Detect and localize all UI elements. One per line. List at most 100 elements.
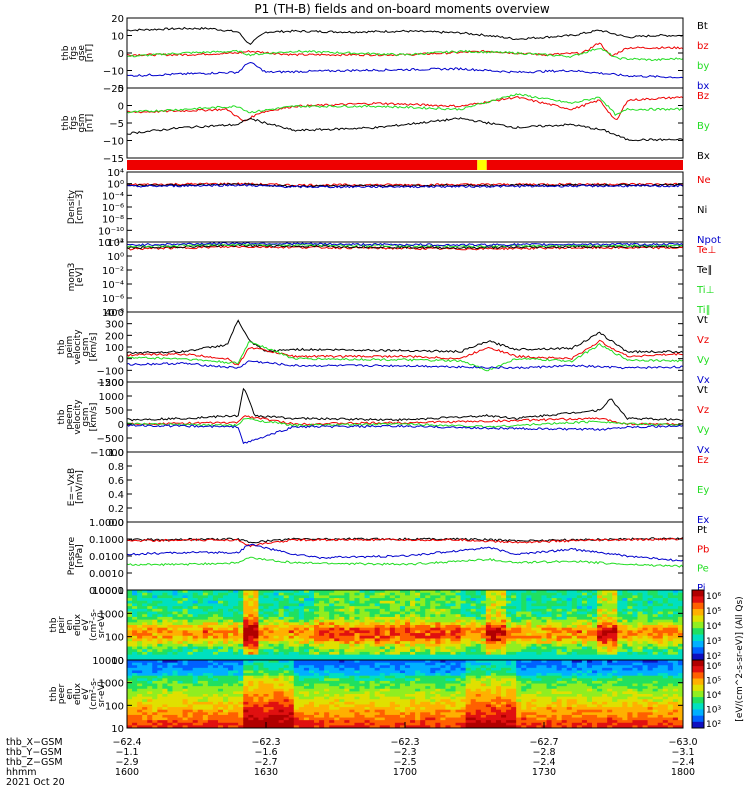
peir-spectrogram-cell: [541, 647, 546, 650]
peir-spectrogram-cell: [354, 603, 359, 606]
peir-spectrogram-cell: [137, 620, 142, 623]
peir-spectrogram-cell: [461, 606, 466, 609]
peir-spectrogram-cell: [213, 625, 218, 628]
peir-spectrogram-cell: [223, 625, 228, 628]
peir-spectrogram-cell: [435, 625, 440, 628]
peir-spectrogram-cell: [354, 614, 359, 617]
peer-spectrogram-cell: [304, 720, 309, 723]
peer-spectrogram-cell: [137, 686, 142, 689]
peer-spectrogram-cell: [279, 702, 284, 705]
peir-spectrogram-cell: [193, 601, 198, 604]
peer-spectrogram-cell: [142, 670, 147, 673]
peir-spectrogram-cell: [658, 630, 663, 633]
peir-spectrogram-cell: [592, 638, 597, 641]
peir-spectrogram-cell: [410, 647, 415, 650]
peer-spectrogram-cell: [395, 678, 400, 681]
peir-spectrogram-cell: [663, 620, 668, 623]
peir-spectrogram-cell: [587, 606, 592, 609]
peir-spectrogram-cell: [435, 630, 440, 633]
peir-spectrogram-cell: [567, 606, 572, 609]
peir-spectrogram-cell: [324, 625, 329, 628]
peir-spectrogram-cell: [476, 649, 481, 652]
peer-spectrogram-cell: [213, 668, 218, 671]
peir-spectrogram-cell: [304, 628, 309, 631]
fgs-gsm-frame: [127, 88, 683, 158]
peir-spectrogram-cell: [673, 620, 678, 623]
peir-spectrogram-cell: [526, 614, 531, 617]
peir-spectrogram-cell: [188, 617, 193, 620]
peer-spectrogram-cell: [380, 691, 385, 694]
peer-spectrogram-cell: [354, 684, 359, 687]
peir-spectrogram-cell: [319, 614, 324, 617]
peer-spectrogram-cell: [203, 699, 208, 702]
peir-spectrogram-cell: [405, 655, 410, 658]
peer-spectrogram-cell: [319, 704, 324, 707]
peer-spectrogram-cell: [132, 691, 137, 694]
peer-spectrogram-cell: [167, 697, 172, 700]
peer-spectrogram-cell: [263, 689, 268, 692]
peir-spectrogram-cell: [663, 633, 668, 636]
peir-spectrogram-cell: [617, 628, 622, 631]
peer-spectrogram-cell: [213, 663, 218, 666]
peir-spectrogram-cell: [632, 603, 637, 606]
peir-spectrogram-cell: [476, 638, 481, 641]
peer-spectrogram-cell: [420, 681, 425, 684]
peer-spectrogram-cell: [198, 723, 203, 726]
peer-spectrogram-cell: [193, 668, 198, 671]
peir-spectrogram-cell: [501, 633, 506, 636]
peir-spectrogram-cell: [648, 601, 653, 604]
peir-spectrogram-cell: [344, 620, 349, 623]
peir-spectrogram-cell: [314, 622, 319, 625]
peer-spectrogram-cell: [132, 676, 137, 679]
peir-spectrogram-cell: [354, 649, 359, 652]
peer-spectrogram-cell: [188, 694, 193, 697]
peer-spectrogram-cell: [481, 668, 486, 671]
peir-spectrogram-cell: [132, 630, 137, 633]
peir-spectrogram-cell: [582, 633, 587, 636]
peir-spectrogram-cell: [334, 617, 339, 620]
peir-spectrogram-cell: [612, 652, 617, 655]
peer-spectrogram-cell: [456, 691, 461, 694]
peir-spectrogram-cell: [385, 630, 390, 633]
peir-spectrogram-cell: [531, 633, 536, 636]
peir-spectrogram-cell: [536, 630, 541, 633]
peir-spectrogram-cell: [536, 633, 541, 636]
peir-spectrogram-cell: [567, 609, 572, 612]
peir-spectrogram-cell: [450, 647, 455, 650]
peer-spectrogram-cell: [269, 686, 274, 689]
peir-spectrogram-cell: [238, 612, 243, 615]
efield-ytick-label: 1.0: [108, 448, 124, 459]
peir-spectrogram-cell: [203, 595, 208, 598]
peer-spectrogram-cell: [390, 670, 395, 673]
peir-spectrogram-cell: [198, 644, 203, 647]
peer-spectrogram-cell: [157, 694, 162, 697]
peer-spectrogram-cell: [370, 665, 375, 668]
peir-spectrogram-cell: [223, 606, 228, 609]
peir-spectrogram-cell: [157, 649, 162, 652]
peer-spectrogram-cell: [218, 673, 223, 676]
peer-spectrogram-cell: [405, 694, 410, 697]
peir-spectrogram-cell: [673, 652, 678, 655]
peir-spectrogram-cell: [395, 606, 400, 609]
peir-spectrogram-cell: [607, 641, 612, 644]
peim-velocity-ytick-label: 400: [105, 308, 124, 319]
peer-spectrogram-cell: [314, 668, 319, 671]
peer-spectrogram-cell: [471, 665, 476, 668]
peir-spectrogram-cell: [506, 649, 511, 652]
peir-spectrogram-cell: [597, 609, 602, 612]
peer-spectrogram-cell: [162, 681, 167, 684]
peir-spectrogram-cell: [425, 636, 430, 639]
peir-spectrogram-cell: [461, 644, 466, 647]
peir-spectrogram-cell: [506, 609, 511, 612]
peir-spectrogram-cell: [395, 601, 400, 604]
peir-spectrogram-cell: [339, 617, 344, 620]
peer-spectrogram-cell: [461, 718, 466, 721]
peir-spectrogram-cell: [481, 636, 486, 639]
peir-spectrogram-cell: [415, 644, 420, 647]
peer-spectrogram-cell: [486, 681, 491, 684]
peer-spectrogram-cell: [456, 694, 461, 697]
peer-spectrogram-cell: [360, 720, 365, 723]
peer-spectrogram-cell: [274, 686, 279, 689]
peer-spectrogram-cell: [294, 702, 299, 705]
